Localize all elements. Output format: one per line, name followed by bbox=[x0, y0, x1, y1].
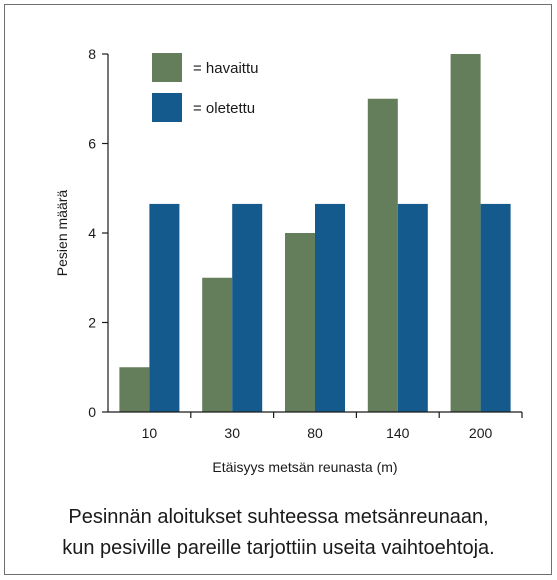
bar-expected bbox=[480, 203, 511, 412]
legend-swatch bbox=[152, 53, 182, 82]
x-tick-label: 30 bbox=[224, 425, 240, 441]
x-axis-label: Etäisyys metsän reunasta (m) bbox=[212, 459, 397, 475]
legend: = havaittu = oletettu bbox=[152, 53, 258, 122]
y-axis-ticks: 0 2 4 6 8 bbox=[88, 46, 108, 420]
bar-expected bbox=[397, 203, 428, 412]
bar-expected bbox=[232, 203, 263, 412]
figure-caption: Pesinnän aloitukset suhteessa metsänreun… bbox=[0, 502, 557, 564]
bar-observed bbox=[119, 367, 150, 412]
y-tick-label: 2 bbox=[88, 315, 96, 331]
bar-observed bbox=[285, 233, 315, 412]
y-tick-label: 4 bbox=[88, 225, 96, 241]
y-tick-label: 6 bbox=[88, 136, 96, 152]
bar-observed bbox=[202, 277, 233, 412]
legend-swatch bbox=[152, 93, 182, 122]
legend-label: = havaittu bbox=[193, 60, 258, 77]
bar-expected bbox=[315, 203, 345, 412]
bar-observed bbox=[367, 98, 398, 412]
y-tick-label: 0 bbox=[88, 404, 96, 420]
x-tick-label: 200 bbox=[469, 425, 493, 441]
caption-line-1: Pesinnän aloitukset suhteessa metsänreun… bbox=[68, 506, 489, 528]
bars-group bbox=[119, 54, 511, 412]
caption-line-2: kun pesiville pareille tarjottiin useita… bbox=[62, 537, 495, 559]
x-tick-label: 80 bbox=[307, 425, 323, 441]
bar-expected bbox=[149, 203, 180, 412]
y-axis-label: Pesien määrä bbox=[54, 190, 70, 277]
bar-observed bbox=[450, 54, 481, 412]
legend-label: = oletettu bbox=[193, 100, 255, 117]
x-tick-label: 140 bbox=[386, 425, 410, 441]
y-tick-label: 8 bbox=[88, 46, 96, 62]
x-axis-ticks: 10 30 80 140 200 bbox=[142, 412, 523, 441]
x-tick-label: 10 bbox=[142, 425, 158, 441]
